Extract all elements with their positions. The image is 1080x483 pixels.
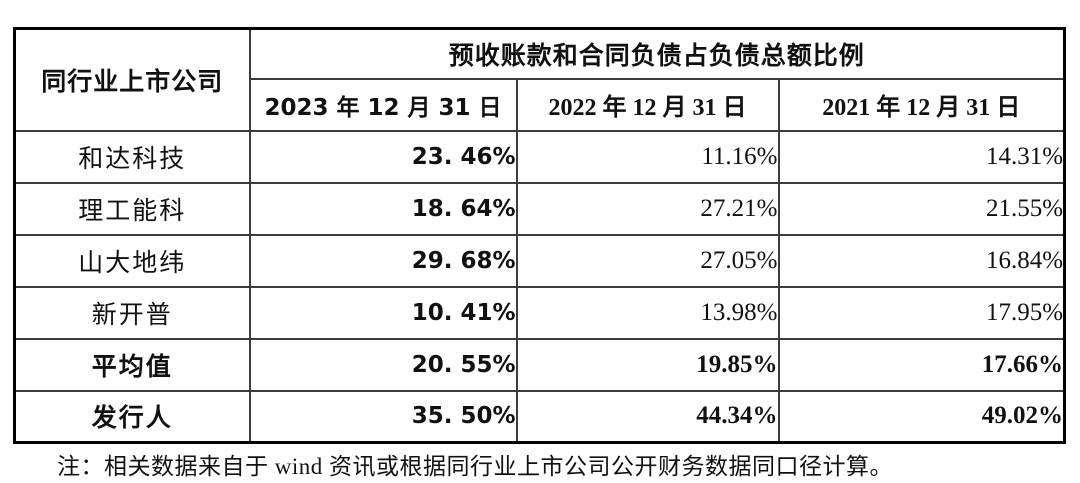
value-2022: 27.21% [515,181,780,236]
column-header-2022: 2022 年 12 月 31 日 [515,77,780,132]
table-footnote: 注：相关数据来自于 wind 资讯或根据同行业上市公司公开财务数据同口径计算。 [57,454,893,479]
corner-header: 同行业上市公司 [13,27,251,132]
company-name: 和达科技 [13,129,251,184]
value-2023: 23. 46% [248,129,518,184]
value-2022: 44.34% [515,389,780,444]
value-2022: 13.98% [515,285,780,340]
value-2021: 16.84% [777,233,1066,288]
value-2022: 27.05% [515,233,780,288]
value-2023: 20. 55% [248,337,518,392]
company-name: 山大地纬 [13,233,251,288]
value-2021: 17.66% [777,337,1066,392]
column-header-2021: 2021 年 12 月 31 日 [777,77,1066,132]
value-2023: 29. 68% [248,233,518,288]
table-row: 理工能科 18. 64% 27.21% 21.55% [13,181,1066,236]
company-name: 新开普 [13,285,251,340]
value-2021: 14.31% [777,129,1066,184]
value-2023: 10. 41% [248,285,518,340]
company-name: 平均值 [13,337,251,392]
value-2023: 35. 50% [248,389,518,444]
company-name: 发行人 [13,389,251,444]
group-header: 预收账款和合同负债占负债总额比例 [248,27,1066,80]
table-row: 山大地纬 29. 68% 27.05% 16.84% [13,233,1066,288]
value-2021: 49.02% [777,389,1066,444]
value-2022: 19.85% [515,337,780,392]
company-name: 理工能科 [13,181,251,236]
table-row: 新开普 10. 41% 13.98% 17.95% [13,285,1066,340]
value-2022: 11.16% [515,129,780,184]
value-2021: 21.55% [777,181,1066,236]
value-2023: 18. 64% [248,181,518,236]
table-row-issuer: 发行人 35. 50% 44.34% 49.02% [13,389,1066,444]
table-row: 和达科技 23. 46% 11.16% 14.31% [13,129,1066,184]
table-row-average: 平均值 20. 55% 19.85% 17.66% [13,337,1066,392]
column-header-2023: 2023 年 12 月 31 日 [248,77,518,132]
value-2021: 17.95% [777,285,1066,340]
peer-comparison-table: 同行业上市公司 预收账款和合同负债占负债总额比例 2023 年 12 月 31 … [13,27,1067,444]
